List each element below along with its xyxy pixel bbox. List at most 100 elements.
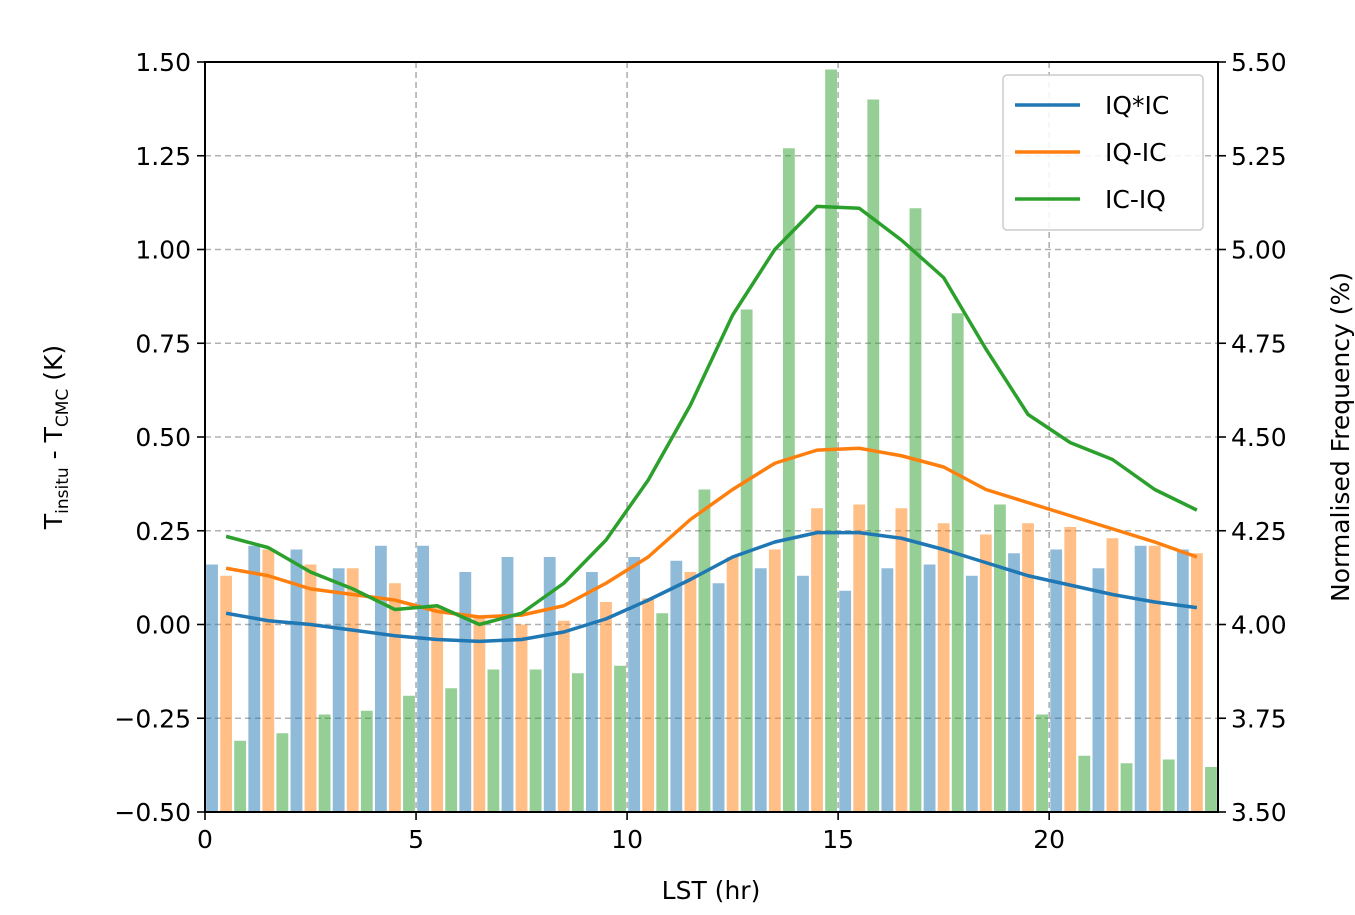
bar-IQ*IC-14.5 — [797, 575, 809, 812]
bar-IQ*IC-5.5 — [417, 545, 429, 812]
bar-IQ*IC-9.5 — [586, 572, 598, 812]
bar-IQ*IC-22.5 — [1134, 545, 1147, 812]
y2-tick-label: 4.00 — [1231, 611, 1287, 640]
bar-IQ-IC-0.5 — [220, 575, 233, 812]
bar-IC-IQ-9.5 — [614, 665, 626, 812]
series-lines — [225, 204, 1198, 644]
bar-IQ-IC-23.5 — [1190, 553, 1203, 812]
y2-tick-label: 4.75 — [1231, 329, 1287, 358]
bar-IQ*IC-20.5 — [1050, 549, 1063, 812]
line-IQ-IC — [225, 446, 1198, 619]
bar-IC-IQ-19.5 — [1036, 714, 1049, 812]
bar-IQ-IC-13.5 — [768, 549, 781, 812]
bar-IC-IQ-8.5 — [571, 673, 584, 812]
bar-IQ-IC-2.5 — [304, 564, 317, 812]
bar-IQ-IC-7.5 — [515, 624, 528, 812]
y-tick-label: 0.00 — [135, 611, 191, 640]
bar-IQ-IC-3.5 — [346, 568, 359, 812]
y2-tick-label: 4.50 — [1231, 423, 1287, 452]
legend-box — [1002, 74, 1204, 231]
bar-IC-IQ-5.5 — [445, 688, 458, 812]
bar-IQ*IC-16.5 — [881, 568, 894, 812]
bar-IQ-IC-22.5 — [1148, 545, 1161, 812]
bar-IQ-IC-5.5 — [431, 605, 444, 812]
bar-IQ*IC-13.5 — [754, 568, 767, 812]
bar-IQ*IC-2.5 — [290, 549, 303, 812]
y2-tick-label: 3.50 — [1231, 798, 1287, 827]
y-tick-label: −0.50 — [114, 798, 191, 827]
bar-IQ-IC-20.5 — [1064, 527, 1077, 812]
bar-IC-IQ-4.5 — [403, 695, 415, 812]
bar-IQ*IC-7.5 — [501, 557, 514, 812]
bar-IQ-IC-10.5 — [642, 598, 655, 812]
bar-IC-IQ-12.5 — [740, 309, 753, 812]
y-axis-label-left: Tinsitu - TCMC (K) — [39, 345, 73, 530]
bar-IC-IQ-21.5 — [1120, 763, 1133, 812]
x-tick-label: 20 — [1033, 825, 1065, 854]
y2-tick-label: 4.25 — [1231, 517, 1287, 546]
y-tick-label: 1.25 — [135, 142, 191, 171]
bar-IQ*IC-12.5 — [712, 583, 725, 812]
bar-IC-IQ-11.5 — [698, 489, 711, 812]
x-tick-label: 5 — [408, 825, 424, 854]
bar-IC-IQ-14.5 — [825, 69, 837, 812]
bar-IQ-IC-8.5 — [557, 620, 570, 812]
bar-IQ-IC-1.5 — [262, 549, 275, 812]
bar-IC-IQ-23.5 — [1205, 767, 1217, 812]
line-IQ*IC — [225, 530, 1198, 644]
bar-IC-IQ-15.5 — [867, 99, 880, 812]
bar-IC-IQ-3.5 — [360, 710, 373, 812]
bar-IQ-IC-16.5 — [895, 508, 908, 812]
bar-IC-IQ-16.5 — [909, 208, 922, 812]
bar-IQ*IC-11.5 — [670, 560, 683, 812]
bar-IQ*IC-4.5 — [374, 545, 387, 812]
bar-IC-IQ-0.5 — [234, 740, 247, 812]
bar-IQ*IC-21.5 — [1092, 568, 1105, 812]
bar-IQ-IC-11.5 — [684, 572, 697, 812]
bar-IQ-IC-21.5 — [1106, 538, 1119, 812]
bar-IQ*IC-0.5 — [206, 564, 218, 812]
line-IC-IQ — [225, 204, 1198, 627]
x-tick-label: 10 — [611, 825, 643, 854]
bar-IC-IQ-10.5 — [656, 613, 669, 812]
legend: IQ*IC IQ-IC IC-IQ — [1002, 74, 1204, 231]
bar-IQ-IC-6.5 — [473, 617, 486, 812]
x-tick-label: 0 — [197, 825, 213, 854]
y2-tick-label: 5.00 — [1231, 236, 1287, 265]
y-axis-label-right: Normalised Frequency (%) — [1326, 272, 1355, 602]
bar-IQ*IC-17.5 — [923, 564, 936, 812]
bar-IQ*IC-10.5 — [628, 557, 641, 812]
bar-IQ*IC-18.5 — [965, 575, 978, 812]
bar-IC-IQ-20.5 — [1078, 755, 1091, 812]
bar-IQ-IC-19.5 — [1022, 523, 1034, 812]
y-tick-label: 0.25 — [135, 517, 191, 546]
x-axis: 0 5 10 15 20 — [197, 812, 1065, 854]
y-tick-label: 1.00 — [135, 236, 191, 265]
bar-IC-IQ-22.5 — [1162, 759, 1175, 812]
legend-label: IC-IQ — [1105, 185, 1166, 214]
bar-IQ*IC-6.5 — [459, 572, 472, 812]
bar-IQ-IC-14.5 — [811, 508, 823, 812]
legend-label: IQ*IC — [1105, 91, 1169, 120]
bar-IQ*IC-1.5 — [248, 545, 261, 812]
y2-tick-label: 3.75 — [1231, 704, 1287, 733]
y-axis-left: −0.50 −0.25 0.00 0.25 0.50 0.75 1.00 1.25 1.50 — [114, 48, 205, 827]
bar-IQ-IC-15.5 — [853, 504, 866, 812]
x-tick-label: 15 — [822, 825, 854, 854]
y2-tick-label: 5.50 — [1231, 48, 1287, 77]
legend-label: IQ-IC — [1105, 138, 1167, 167]
bar-IC-IQ-7.5 — [529, 669, 542, 812]
bar-IQ-IC-12.5 — [726, 557, 739, 812]
y-tick-label: 1.50 — [135, 48, 191, 77]
bar-IQ*IC-8.5 — [543, 557, 556, 812]
y-tick-label: 0.75 — [135, 329, 191, 358]
bar-IC-IQ-13.5 — [782, 148, 795, 812]
bar-IC-IQ-6.5 — [487, 669, 500, 812]
bar-IQ-IC-4.5 — [389, 583, 401, 812]
bar-IQ-IC-17.5 — [937, 523, 950, 812]
bar-IC-IQ-17.5 — [951, 313, 964, 812]
x-axis-label: LST (hr) — [662, 876, 761, 905]
y-tick-label: −0.25 — [114, 704, 191, 733]
bar-IC-IQ-18.5 — [994, 504, 1006, 812]
